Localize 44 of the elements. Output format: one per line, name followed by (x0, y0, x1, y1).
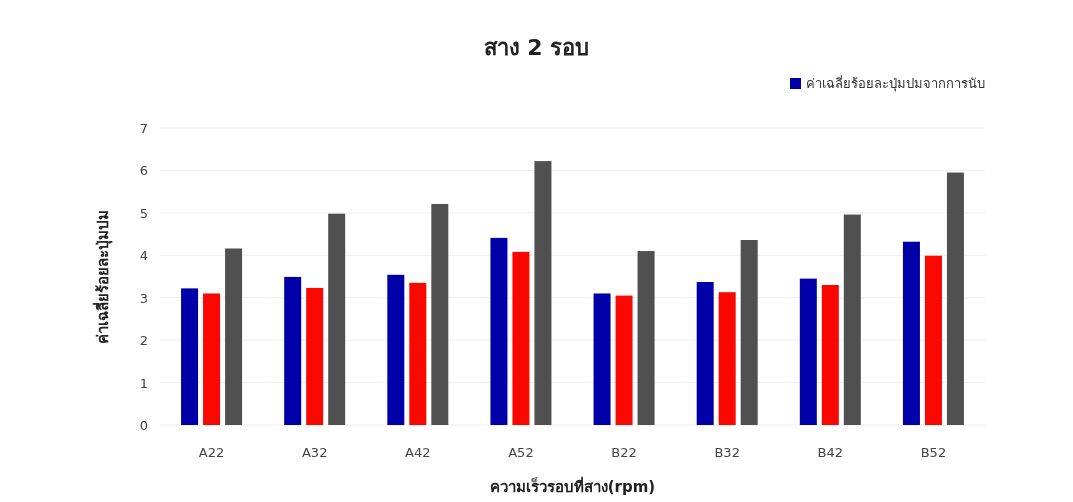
bar (203, 293, 221, 425)
bar (821, 284, 839, 425)
bar (328, 213, 346, 425)
x-tick-label: A42 (405, 445, 431, 460)
x-tick-label: B42 (817, 445, 844, 460)
bar (409, 282, 427, 425)
y-tick-label: 1 (139, 375, 148, 391)
y-tick-label: 6 (139, 163, 148, 179)
y-tick-label: 0 (139, 418, 148, 433)
bar (512, 251, 530, 425)
bar (902, 241, 920, 425)
y-tick-label: 3 (139, 290, 148, 306)
x-tick-label: B32 (714, 445, 740, 460)
y-tick-label: 5 (139, 205, 148, 221)
x-tick-label: A22 (198, 445, 225, 460)
x-axis-title: ความเร็วรอบที่สาง(rpm) (489, 476, 656, 496)
legend-label: ค่าเฉลี่ยร้อยละปุ่มปมจากการนับ (806, 75, 985, 92)
bar (534, 161, 552, 425)
y-tick-label: 2 (139, 333, 148, 349)
bar (696, 282, 714, 425)
bar (615, 295, 633, 425)
x-tick-label: A32 (301, 445, 328, 460)
bar (431, 203, 449, 425)
bar (637, 251, 655, 425)
chart-title: สาง 2 รอบ (483, 35, 590, 60)
bar (387, 274, 405, 425)
x-tick-label: B52 (920, 445, 947, 460)
bar (718, 292, 736, 425)
bar (946, 172, 964, 425)
bar (924, 255, 942, 425)
bar (181, 288, 199, 425)
y-axis-title: ค่าเฉลี่ยร้อยละปุ่มปม (92, 209, 113, 344)
bar (490, 237, 508, 425)
x-tick-label: A52 (508, 445, 534, 460)
x-tick-label: B22 (611, 445, 637, 460)
bar (284, 276, 302, 425)
bar (225, 248, 243, 425)
y-tick-label: 4 (139, 248, 148, 264)
y-tick-label: 7 (139, 121, 148, 136)
bar (843, 214, 861, 425)
bar (306, 287, 324, 425)
bar (593, 293, 611, 425)
bar (740, 240, 758, 425)
bar (799, 278, 817, 425)
